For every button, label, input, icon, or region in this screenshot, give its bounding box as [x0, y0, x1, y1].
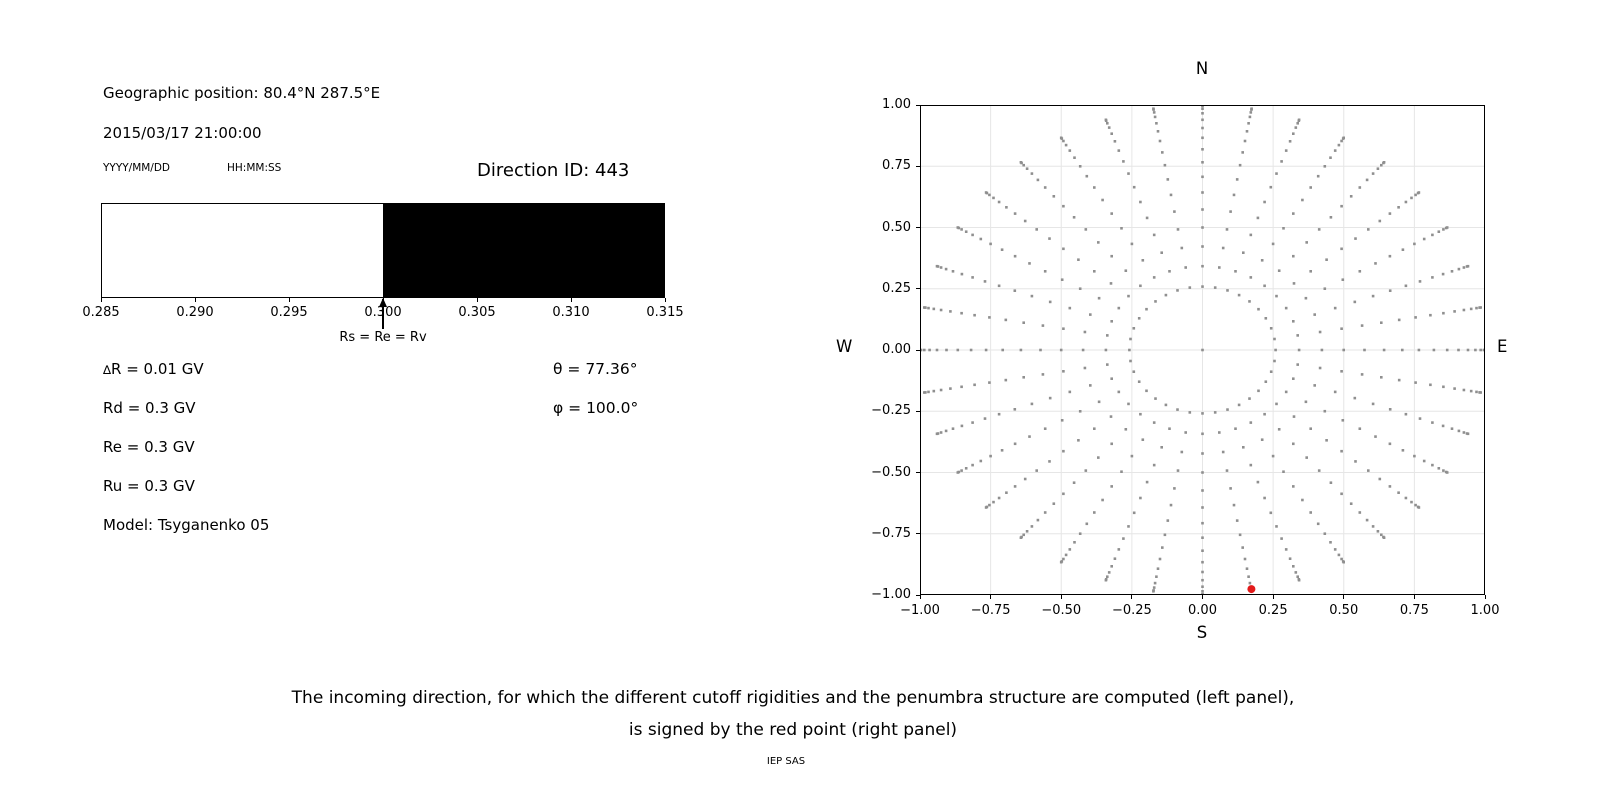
tick-label: 1.00	[1470, 603, 1500, 618]
tick-mark	[916, 533, 920, 535]
direction-plot-svg	[920, 105, 1485, 595]
param-text: Rd = 0.3 GV	[103, 399, 196, 417]
param-row-rd: Rd = 0.3 GV	[103, 399, 196, 417]
tick-label: 0.25	[882, 280, 911, 296]
tick-mark	[916, 349, 920, 351]
param-text: Ru = 0.3 GV	[103, 477, 195, 495]
tick-label: 0.25	[1258, 603, 1288, 618]
tick-mark	[916, 104, 920, 106]
tick-label: 0.290	[176, 305, 214, 320]
direction-id-text: Direction ID: 443	[477, 160, 630, 181]
tick-label: 0.50	[882, 219, 911, 235]
compass-north-label: N	[1195, 59, 1209, 78]
tick-label: −1.00	[871, 587, 911, 602]
tick-label: 0.295	[270, 305, 308, 320]
tick-mark	[916, 227, 920, 228]
tick-mark	[100, 298, 102, 302]
selected-direction-point	[1247, 585, 1256, 594]
tick-mark	[194, 298, 196, 302]
tick-mark	[1272, 595, 1274, 599]
tick-label: 0.75	[1399, 603, 1429, 618]
tick-label: 0.310	[552, 305, 590, 320]
datetime-text: 2015/03/17 21:00:00	[103, 124, 262, 142]
tick-mark	[916, 165, 920, 167]
param-text: Model: Tsyganenko 05	[103, 516, 270, 534]
tick-label: −0.25	[871, 403, 911, 419]
tick-mark	[476, 298, 478, 302]
tick-label: 0.315	[646, 305, 684, 320]
annotation-label: Rs = Re = Rv	[339, 330, 427, 345]
tick-mark	[916, 288, 920, 290]
tick-mark	[1060, 595, 1062, 599]
tick-mark	[990, 595, 992, 599]
param-row-model: Model: Tsyganenko 05	[103, 516, 269, 534]
tick-mark	[919, 595, 921, 599]
param-text: R = 0.01 GV	[111, 360, 204, 378]
tick-mark	[664, 298, 666, 302]
tick-label: −0.75	[970, 603, 1011, 618]
tick-label: 1.00	[882, 97, 911, 112]
geographic-position-text: Geographic position: 80.4°N 287.5°E	[103, 84, 381, 102]
tick-label: −0.25	[1111, 603, 1152, 618]
tick-label: 0.75	[882, 158, 911, 174]
figure-caption-line2: is signed by the red point (right panel)	[628, 720, 958, 740]
date-format-label: YYYY/MM/DD	[103, 162, 171, 174]
tick-mark	[1484, 595, 1486, 599]
tick-mark	[916, 594, 920, 596]
tick-mark	[916, 472, 920, 473]
tick-label: 0.305	[458, 305, 496, 320]
penumbra-bar	[101, 203, 665, 298]
annotation-arrow-shaft	[382, 299, 384, 329]
param-row-deltaR: ∆R = 0.01 GV	[103, 360, 204, 378]
compass-west-label: W	[836, 337, 853, 356]
tick-label: −1.00	[900, 603, 940, 618]
tick-mark	[1343, 595, 1345, 599]
delta-symbol: ∆	[103, 363, 112, 377]
param-row-re: Re = 0.3 GV	[103, 438, 195, 456]
tick-mark	[1202, 595, 1203, 599]
tick-label: −0.50	[1041, 603, 1082, 618]
tick-mark	[1131, 595, 1133, 599]
compass-south-label: S	[1196, 623, 1208, 642]
time-format-label: HH:MM:SS	[227, 162, 282, 174]
tick-mark	[288, 298, 290, 302]
tick-label: 0.50	[1329, 603, 1359, 618]
tick-label: −0.75	[871, 525, 911, 541]
phi-angle-text: φ = 100.0°	[553, 399, 639, 417]
theta-angle-text: θ = 77.36°	[553, 360, 638, 378]
annotation-arrow-head	[378, 297, 387, 307]
credit-text: IEP SAS	[766, 756, 806, 767]
tick-mark	[1413, 595, 1415, 599]
tick-label: −0.50	[871, 464, 911, 480]
param-text: Re = 0.3 GV	[103, 438, 195, 456]
tick-mark	[570, 298, 572, 302]
figure-caption-line1: The incoming direction, for which the di…	[291, 688, 1295, 708]
plot-frame	[920, 105, 1485, 595]
tick-label: 0.00	[882, 342, 911, 357]
penumbra-segment	[102, 204, 383, 297]
param-row-ru: Ru = 0.3 GV	[103, 477, 195, 495]
tick-label: 0.285	[82, 305, 120, 320]
direction-plot: −1.00 −0.75 −0.50 −0.25 0.00 0.25 0.50 0.75 1.00…	[871, 97, 1499, 618]
direction-dots	[920, 105, 1485, 595]
compass-east-label: E	[1497, 337, 1508, 356]
tick-mark	[916, 410, 920, 412]
penumbra-segment	[383, 204, 664, 297]
tick-label: 0.00	[1188, 603, 1217, 618]
